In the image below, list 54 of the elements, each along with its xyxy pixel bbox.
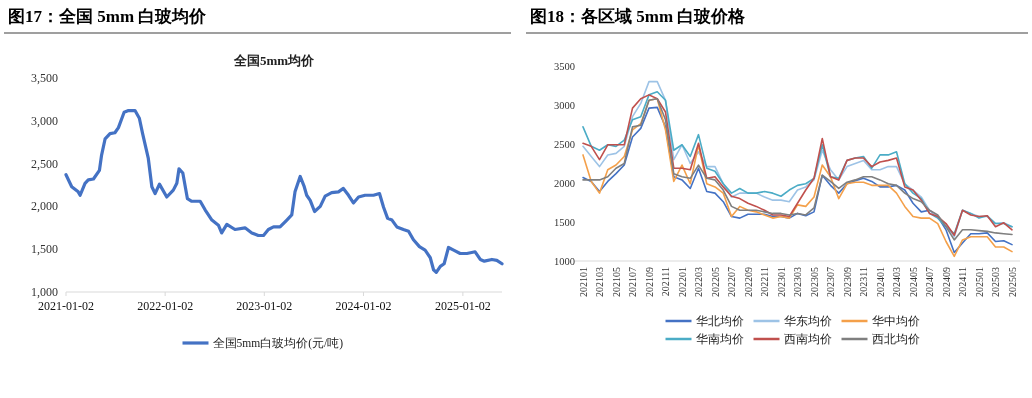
x-tick-label: 202309 <box>841 267 853 297</box>
x-tick-label: 202311 <box>858 267 869 297</box>
x-tick-label: 202211 <box>759 267 770 297</box>
x-tick-label: 202407 <box>924 267 935 297</box>
y-tick-label: 1500 <box>554 217 575 228</box>
x-tick-label: 202111 <box>660 267 671 297</box>
y-tick-label: 2500 <box>554 139 575 150</box>
x-tick-label: 202403 <box>891 267 902 297</box>
x-tick-label: 202207 <box>726 267 737 297</box>
x-tick-label: 202411 <box>957 267 968 297</box>
y-tick-label: 3,000 <box>31 113 58 128</box>
x-tick-label: 202401 <box>874 267 886 297</box>
y-tick-label: 2000 <box>554 178 575 189</box>
x-tick-label: 202409 <box>940 267 952 297</box>
x-tick-label: 202209 <box>742 267 754 297</box>
x-tick-label: 202103 <box>594 267 605 297</box>
x-tick-label: 2022-01-02 <box>137 299 194 313</box>
legend-label: 华中均价 <box>871 315 920 327</box>
y-tick-label: 2,000 <box>31 199 58 214</box>
x-tick-label: 2025-01-02 <box>434 299 491 313</box>
x-tick-label: 202101 <box>577 267 589 297</box>
x-tick-label: 202201 <box>676 267 688 297</box>
chart-subtitle: 全国5mm均价 <box>232 53 316 68</box>
x-tick-label: 202503 <box>990 267 1001 297</box>
y-tick-label: 3,500 <box>31 71 58 85</box>
x-tick-label: 2024-01-02 <box>335 299 392 313</box>
x-tick-label: 202501 <box>973 267 985 297</box>
x-tick-label: 202303 <box>792 267 803 297</box>
y-tick-label: 1,500 <box>31 242 58 257</box>
chart-title: 图18：各区域 5mm 白玻价格 <box>530 7 747 26</box>
legend-label: 华南均价 <box>695 333 744 345</box>
x-tick-label: 202307 <box>825 267 836 297</box>
y-tick-label: 1,000 <box>31 285 58 299</box>
x-tick-label: 202105 <box>610 267 622 297</box>
x-tick-label: 202305 <box>808 267 820 297</box>
x-tick-label: 202205 <box>709 267 721 297</box>
legend-label: 华北均价 <box>695 315 744 327</box>
y-tick-label: 3500 <box>554 61 575 72</box>
legend-label: 全国5mm白玻均价(元/吨) <box>212 337 344 350</box>
x-tick-label: 202301 <box>775 267 787 297</box>
x-tick-label: 202107 <box>627 267 638 297</box>
y-tick-label: 2,500 <box>31 156 58 171</box>
x-tick-label: 2023-01-02 <box>236 299 293 313</box>
legend-label: 华东均价 <box>783 314 832 327</box>
x-tick-label: 202109 <box>643 267 655 297</box>
y-tick-label: 1000 <box>554 256 575 267</box>
x-tick-label: 202203 <box>693 267 704 297</box>
x-tick-label: 2021-01-02 <box>38 299 94 313</box>
x-tick-label: 202505 <box>1006 267 1018 297</box>
y-tick-label: 3000 <box>554 100 575 111</box>
chart-title: 图17：全国 5mm 白玻均价 <box>8 7 208 26</box>
x-tick-label: 202405 <box>907 267 919 297</box>
legend-label: 西北均价 <box>871 333 920 345</box>
legend-label: 西南均价 <box>783 333 832 345</box>
